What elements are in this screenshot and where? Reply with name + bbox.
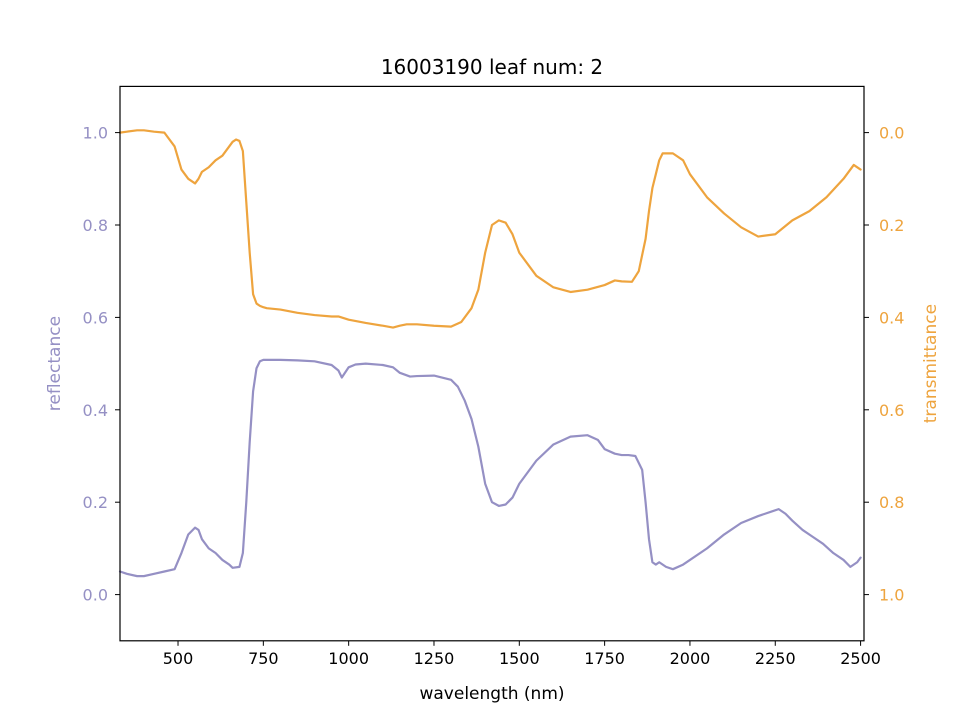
- left-tick-label: 0.0: [83, 586, 108, 605]
- right-tick-label: 1.0: [879, 586, 904, 605]
- x-axis-ticks: 500 750 1000 1250 1500 1750 2000 2250 2500: [163, 640, 881, 668]
- x-tick-label: 500: [163, 649, 194, 668]
- right-axis-ticks: 0.0 0.2 0.4 0.6 0.8 1.0: [864, 124, 904, 605]
- right-tick-label: 0.0: [879, 124, 904, 143]
- x-tick-label: 2500: [840, 649, 881, 668]
- right-tick-label: 0.4: [879, 308, 904, 327]
- x-tick-label: 1750: [584, 649, 625, 668]
- left-tick-label: 1.0: [83, 124, 108, 143]
- x-tick-label: 2250: [755, 649, 796, 668]
- left-axis-ticks: 0.0 0.2 0.4 0.6 0.8 1.0: [83, 124, 120, 605]
- left-tick-label: 0.6: [83, 308, 108, 327]
- plot-frame: [119, 85, 865, 642]
- reflectance-series-line: [118, 358, 862, 578]
- left-tick-label: 0.2: [83, 493, 108, 512]
- right-tick-label: 0.8: [879, 493, 904, 512]
- chart-title: 16003190 leaf num: 2: [381, 55, 603, 79]
- right-tick-label: 0.6: [879, 401, 904, 420]
- x-tick-label: 750: [248, 649, 279, 668]
- x-tick-label: 1000: [328, 649, 369, 668]
- left-axis-label: reflectance: [45, 316, 65, 411]
- x-axis-label: wavelength (nm): [419, 684, 564, 704]
- transmittance-series-line: [118, 129, 862, 329]
- x-tick-label: 1250: [414, 649, 455, 668]
- left-tick-label: 0.8: [83, 216, 108, 235]
- series-layer: [118, 129, 862, 578]
- x-tick-label: 1500: [499, 649, 540, 668]
- right-tick-label: 0.2: [879, 216, 904, 235]
- right-axis-label: transmittance: [921, 304, 941, 423]
- x-tick-label: 2000: [670, 649, 711, 668]
- left-tick-label: 0.4: [83, 401, 108, 420]
